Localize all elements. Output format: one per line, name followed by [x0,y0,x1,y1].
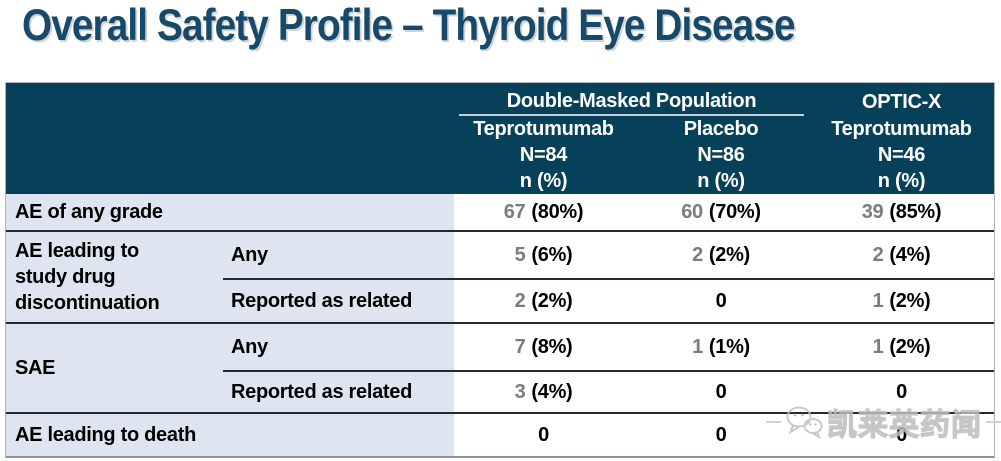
count-value: 3 [514,380,526,403]
percent-value: (4%) [889,243,931,266]
cell-sae-related-opticx: 0 [809,372,994,414]
cell-ae-death-placebo: 0 [633,414,809,456]
cell-discontinuation-related-placebo: 0 [633,280,809,324]
percent-value: (1%) [708,335,750,358]
cell-discontinuation-related-teprotumumab: 2 (2%) [454,280,633,324]
percent-value: (4%) [531,380,573,403]
row-label-discontinuation: AE leading to study drug discontinuation [6,232,223,324]
count-value: 0 [896,380,907,403]
row-label-sae: SAE [6,324,223,414]
column-n-opticx: N=46 [877,143,926,166]
count-value: 2 [514,289,526,312]
count-value: 1 [872,289,884,312]
subrow-label-discontinuation-related: Reported as related [223,280,454,324]
percent-value: (85%) [889,200,942,223]
column-group-double-masked: Double-Masked Population [459,89,804,116]
column-header-placebo: Placebo [683,117,759,140]
count-value: 7 [514,335,526,358]
row-label-ae-any-grade: AE of any grade [6,194,454,232]
cell-sae-any-opticx: 1 (2%) [809,324,994,372]
subrow-label-discontinuation-any: Any [223,232,454,280]
percent-value: (2%) [889,335,931,358]
count-value: 39 [861,200,884,223]
percent-value: (2%) [708,243,750,266]
row-label-text: AE leading to study drug discontinuation [15,240,160,314]
cell-sae-any-teprotumumab: 7 (8%) [454,324,633,372]
column-unit-teprotumumab: n (%) [519,169,568,192]
column-n-placebo: N=86 [697,143,745,166]
column-group-label: Double-Masked Population [506,90,757,112]
count-value: 2 [872,243,884,266]
column-unit-opticx: n (%) [877,169,926,192]
count-value: 0 [538,423,549,446]
count-value: 0 [715,423,727,446]
count-value: 0 [896,423,907,446]
percent-value: (6%) [531,243,573,266]
subrow-label-sae-any: Any [223,324,454,372]
subrow-label-sae-related: Reported as related [223,372,454,414]
percent-value: (70%) [708,200,761,223]
safety-table: Double-Masked Population OPTIC-X Teprotu… [5,82,995,458]
percent-value: (80%) [531,200,584,223]
percent-value: (2%) [531,289,573,312]
count-value: 1 [872,335,884,358]
column-unit-placebo: n (%) [697,169,745,192]
table-body: AE of any grade 67 (80%) 60 (70%) 39 (85%) … [6,194,994,456]
column-header-teprotumumab: Teprotumumab [473,117,614,140]
cell-discontinuation-any-placebo: 2 (2%) [633,232,809,280]
count-value: 1 [692,335,703,358]
cell-ae-death-teprotumumab: 0 [454,414,633,456]
percent-value: (2%) [889,289,931,312]
cell-sae-related-placebo: 0 [633,372,809,414]
cell-sae-any-placebo: 1 (1%) [633,324,809,372]
table-header: Double-Masked Population OPTIC-X Teprotu… [6,83,994,194]
cell-sae-related-teprotumumab: 3 (4%) [454,372,633,414]
count-value: 5 [514,243,526,266]
slide-title: Overall Safety Profile – Thyroid Eye Dis… [22,0,796,50]
count-value: 2 [692,243,703,266]
count-value: 67 [503,200,526,223]
cell-ae-death-opticx: 0 [809,414,994,456]
count-value: 0 [715,289,727,312]
column-group-optic-x: OPTIC-X [861,91,941,113]
column-n-teprotumumab: N=84 [519,143,568,166]
cell-ae-any-grade-teprotumumab: 67 (80%) [454,194,633,232]
cell-discontinuation-any-opticx: 2 (4%) [809,232,994,280]
row-label-ae-death: AE leading to death [6,414,454,456]
percent-value: (8%) [531,335,573,358]
count-value: 0 [715,380,727,403]
count-value: 60 [681,200,703,223]
column-header-opticx-teprotumumab: Teprotumumab [831,117,972,140]
cell-discontinuation-related-opticx: 1 (2%) [809,280,994,324]
cell-discontinuation-any-teprotumumab: 5 (6%) [454,232,633,280]
cell-ae-any-grade-opticx: 39 (85%) [809,194,994,232]
cell-ae-any-grade-placebo: 60 (70%) [633,194,809,232]
